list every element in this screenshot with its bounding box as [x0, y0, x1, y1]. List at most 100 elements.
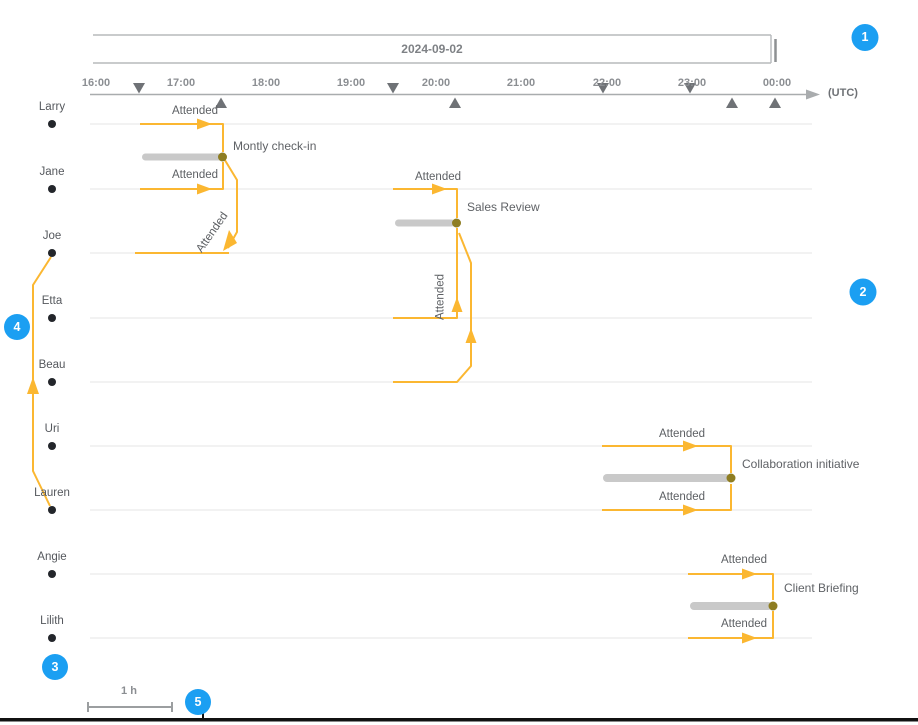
callout-badge-4-number: 4 [13, 320, 21, 334]
edge-jane-monthly [140, 162, 224, 190]
event-start-marker-icon [387, 83, 399, 94]
event-end-marker-icon [769, 97, 781, 108]
attended-label-angie: Attended [720, 554, 768, 566]
person-dot-joe [48, 249, 56, 257]
callout-badge-4 [4, 314, 30, 340]
date-band-label: 2024-09-02 [401, 42, 463, 56]
person-label-etta: Etta [41, 295, 63, 307]
event-end-marker-icon [449, 97, 461, 108]
person-label-beau: Beau [38, 359, 66, 371]
edge-arrow-icon [197, 118, 212, 130]
person-dot-lauren [48, 506, 56, 514]
timezone-label: (UTC) [828, 87, 858, 99]
person-label-lauren: Lauren [34, 487, 70, 499]
axis-tick-22: 22:00 [592, 77, 622, 89]
person-dot-larry [48, 120, 56, 128]
person-label-jane: Jane [39, 166, 65, 178]
axis-tick-20: 20:00 [421, 77, 451, 89]
event-dot-client-briefing [768, 601, 778, 611]
event-bar-client-briefing [690, 602, 772, 610]
axis-arrow-icon [806, 89, 820, 100]
edge-arrow-icon [451, 297, 463, 312]
edge-arrow-icon [223, 230, 237, 251]
event-start-marker-icon [597, 83, 609, 94]
edge-arrow-icon [683, 504, 698, 516]
event-dot-monthly-check-in [218, 152, 227, 162]
callout-badge-2 [849, 278, 877, 306]
callout-badge-1-number: 1 [861, 30, 869, 44]
callout-badge-3-number: 3 [51, 660, 59, 674]
person-label-joe: Joe [42, 230, 62, 242]
person-dot-angie [48, 570, 56, 578]
attendance-edges [27, 118, 774, 644]
attended-label-uri: Attended [658, 428, 706, 440]
callout-badge-1 [851, 24, 879, 51]
axis-tick-00: 00:00 [762, 77, 792, 89]
axis-tick-16: 16:00 [81, 77, 111, 89]
edge-arrow-icon [742, 632, 757, 644]
person-dot-lilith [48, 634, 56, 642]
attended-label-etta: Attended [434, 273, 447, 321]
event-bar-monthly-check-in [142, 153, 222, 161]
event-dot-sales-review [452, 218, 461, 228]
callout-badges [4, 24, 879, 715]
event-label-sales-review: Sales Review [467, 200, 540, 214]
event-start-marker-icon [684, 83, 696, 94]
edge-arrow-icon [465, 328, 477, 343]
scale-bar [87, 702, 173, 712]
attended-label-jane-2: Attended [414, 171, 462, 183]
event-dot-collaboration-initiative [726, 473, 736, 483]
axis-tick-19: 19:00 [336, 77, 366, 89]
edge-angie-client [688, 573, 774, 600]
bottom-border [0, 718, 918, 722]
edge-arrow-icon [432, 183, 447, 195]
person-label-larry: Larry [38, 101, 66, 113]
event-end-marker-icon [215, 97, 227, 108]
callout-badge-3 [42, 654, 68, 680]
edge-lauren-collab [602, 484, 732, 511]
callout-badge-5-number: 5 [194, 695, 202, 709]
event-label-monthly-check-in: Montly check-in [233, 139, 317, 153]
person-dot-jane [48, 185, 56, 193]
attended-label-larry: Attended [171, 105, 219, 117]
callout-badge-5 [185, 689, 211, 715]
axis-tick-17: 17:00 [166, 77, 196, 89]
person-label-lilith: Lilith [40, 615, 64, 627]
event-end-marker-icon [726, 97, 738, 108]
time-axis [90, 83, 820, 108]
axis-tick-23: 23:00 [677, 77, 707, 89]
callout-badge-2-number: 2 [859, 285, 867, 299]
date-band [93, 34, 777, 64]
axis-tick-18: 18:00 [251, 77, 281, 89]
attended-label-lauren: Attended [658, 491, 706, 503]
edge-larry-monthly [140, 123, 224, 152]
event-bar-sales-review [395, 219, 455, 227]
person-dot-beau [48, 378, 56, 386]
event-start-marker-icon [133, 83, 145, 94]
edge-arrow-icon [197, 183, 212, 195]
edge-uri-collab [602, 445, 732, 473]
person-label-uri: Uri [44, 423, 60, 435]
bottom-border-tick [202, 712, 204, 719]
person-label-angie: Angie [37, 551, 67, 563]
event-label-collaboration-initiative: Collaboration initiative [742, 457, 860, 471]
scale-bar-label: 1 h [121, 685, 137, 697]
event-bar-collaboration-initiative [603, 474, 730, 482]
edge-arrow-icon [683, 440, 698, 452]
edge-etta-sales [393, 228, 458, 319]
edge-lilith-client [688, 611, 774, 639]
attended-label-jane-1: Attended [171, 169, 219, 181]
edge-arrow-icon [742, 568, 757, 580]
edge-arrow-icon [27, 377, 39, 394]
axis-tick-21: 21:00 [506, 77, 536, 89]
person-dots [48, 120, 56, 642]
attended-label-lilith: Attended [720, 618, 768, 630]
event-label-client-briefing: Client Briefing [784, 581, 859, 595]
edge-jane-sales [393, 188, 458, 218]
edge-beau-sales [393, 232, 472, 383]
person-dot-uri [48, 442, 56, 450]
person-dot-etta [48, 314, 56, 322]
event-bars [142, 152, 778, 611]
